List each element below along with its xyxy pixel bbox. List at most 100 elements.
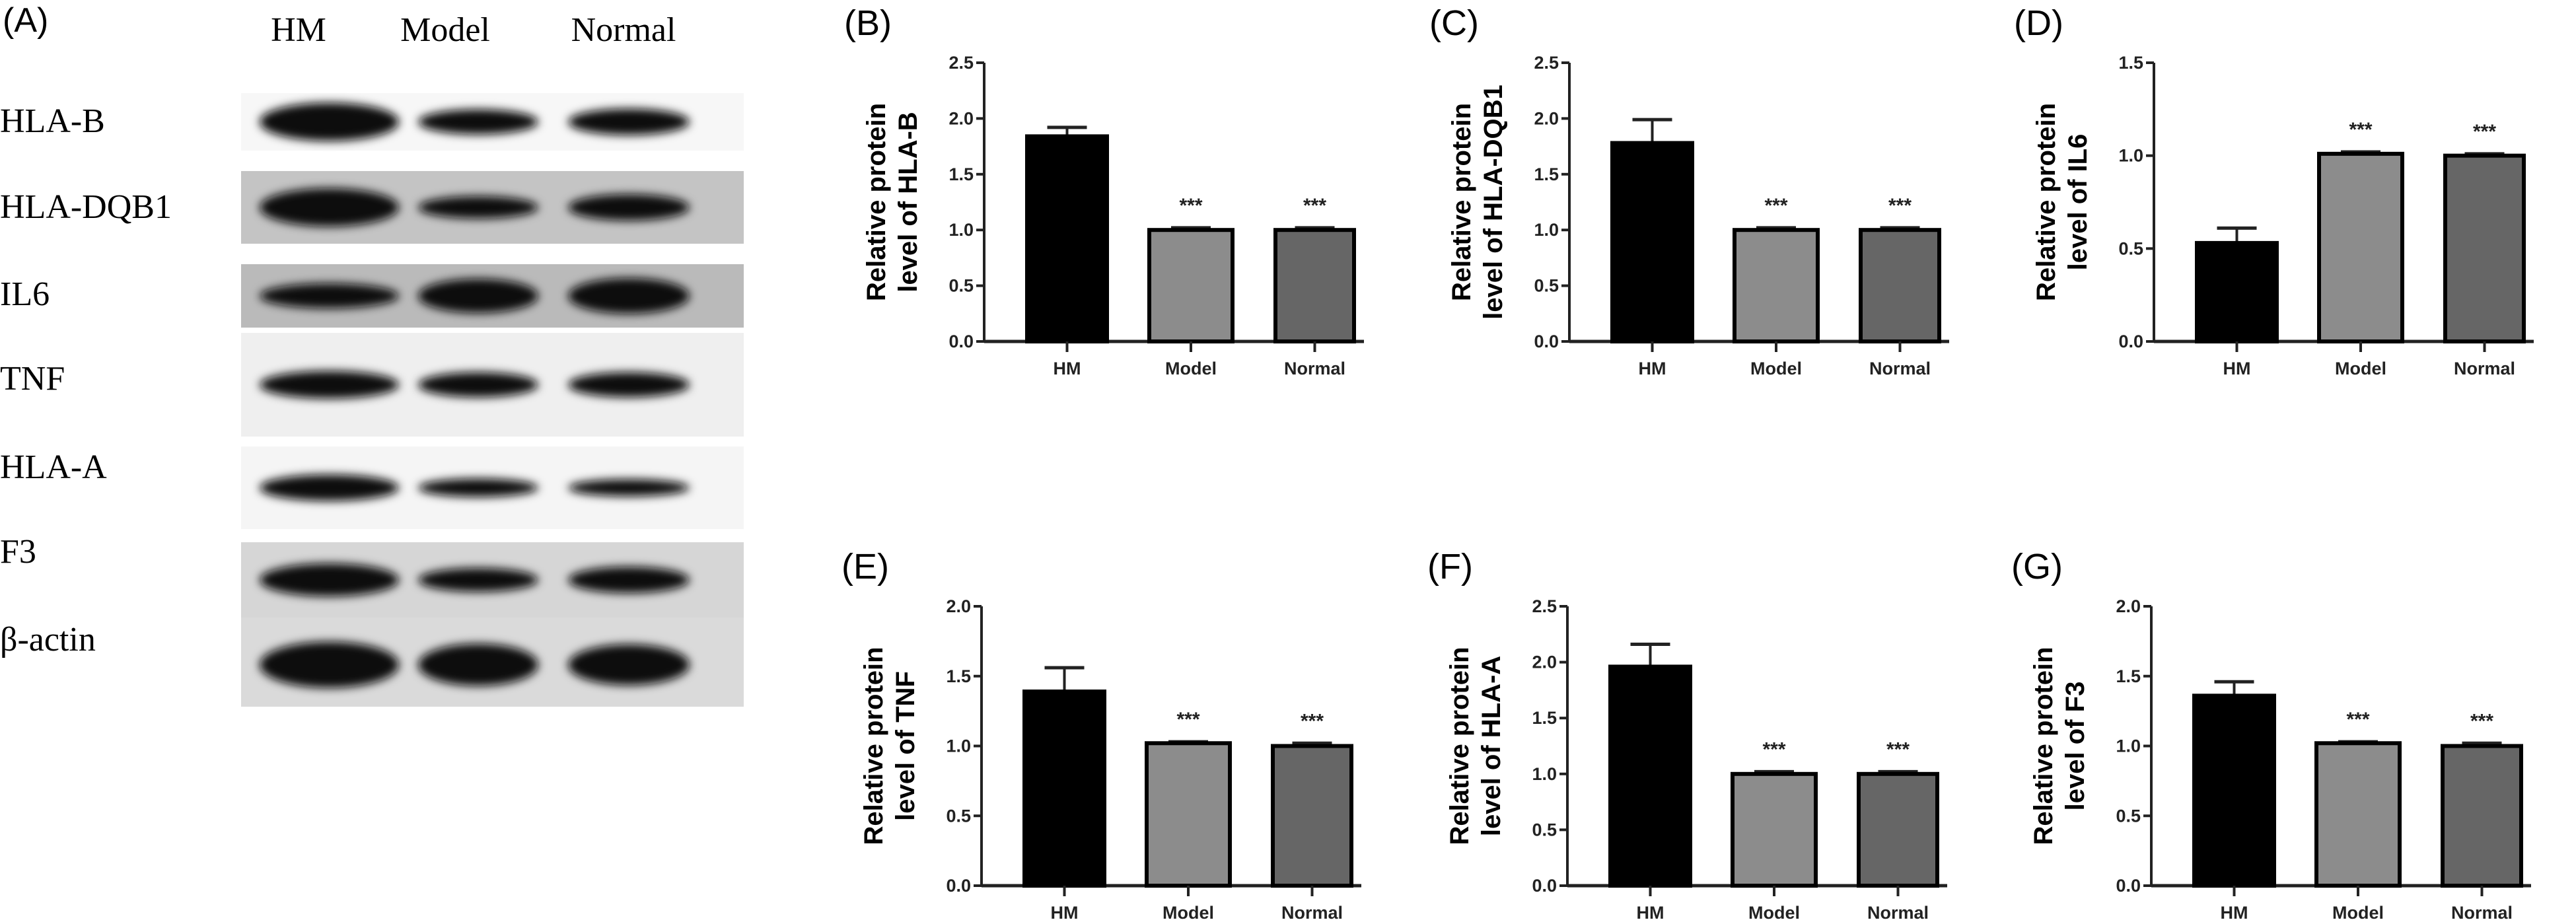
y-axis-label: level of IL6	[2063, 134, 2093, 271]
x-tick-label: Normal	[1281, 903, 1343, 922]
bar-model	[1731, 771, 1818, 888]
blot-row-label: HLA-A	[0, 448, 107, 486]
bar-model	[2317, 151, 2404, 343]
x-tick-label: Model	[2335, 359, 2386, 378]
bar-hm	[1022, 690, 1106, 888]
bar-hm	[1025, 134, 1109, 344]
x-tick-label: Normal	[2451, 903, 2513, 922]
y-axis-label: level of HLA-B	[894, 112, 923, 292]
y-axis-label: Relative protein	[1445, 647, 1474, 845]
protein-band	[418, 643, 538, 686]
significance-label: ***	[1179, 195, 1202, 217]
lane-label-normal: Normal	[571, 11, 676, 49]
blot-row-label: HLA-DQB1	[0, 188, 172, 226]
y-tick-label: 0.0	[2116, 876, 2141, 896]
significance-label: ***	[2349, 119, 2372, 141]
protein-band	[260, 283, 399, 308]
significance-label: ***	[1303, 195, 1326, 217]
protein-band	[568, 644, 690, 686]
bar-hm	[1610, 141, 1694, 343]
y-axis-label: level of TNF	[891, 671, 920, 821]
significance-label: ***	[1176, 709, 1199, 730]
y-axis-label: level of HLA-DQB1	[1479, 85, 1508, 320]
bar-normal	[1859, 228, 1941, 344]
protein-band	[418, 196, 538, 219]
bar-model	[2314, 741, 2402, 888]
y-tick-label: 1.0	[2118, 146, 2143, 166]
significance-label: ***	[2473, 121, 2496, 143]
protein-band	[418, 109, 538, 135]
panel-label-a: (A)	[3, 1, 48, 40]
y-tick-label: 2.0	[1532, 653, 1557, 672]
x-tick-label: Model	[1163, 903, 1214, 922]
y-tick-label: 1.0	[1532, 764, 1557, 784]
x-tick-label: Normal	[1867, 903, 1929, 922]
panel-label: (C)	[1429, 3, 1479, 43]
significance-label: ***	[2470, 710, 2493, 732]
y-tick-label: 2.5	[1534, 53, 1559, 73]
blot-row-label: TNF	[0, 360, 65, 398]
y-tick-label: 2.0	[2116, 596, 2141, 616]
y-axis-label: Relative protein	[2032, 103, 2061, 301]
bar-normal	[2441, 744, 2523, 888]
y-tick-label: 0.0	[948, 332, 974, 351]
y-tick-label: 2.0	[946, 596, 971, 616]
bar-model	[1147, 228, 1234, 344]
protein-band	[568, 108, 690, 135]
protein-band	[418, 372, 538, 398]
y-axis-label: level of F3	[2061, 682, 2090, 811]
significance-label: ***	[1888, 195, 1912, 217]
chart-b: (B) Relative protein level of HLA-B 0.0 0.5 1…	[844, 3, 1364, 378]
chart-c: (C) Relative protein level of HLA-DQB1 0.0 0…	[1429, 3, 1949, 378]
y-tick-label: 1.5	[946, 666, 971, 686]
y-tick-label: 0.5	[2116, 806, 2141, 826]
y-tick-label: 1.0	[948, 220, 974, 240]
protein-band	[568, 372, 690, 398]
blot-row-label: F3	[0, 533, 36, 571]
y-axis-label: Relative protein	[859, 647, 888, 845]
panel-label: (G)	[2011, 547, 2063, 586]
bar-hm	[1608, 664, 1692, 888]
protein-band	[260, 474, 399, 501]
x-tick-label: HM	[1054, 359, 1081, 378]
panel-label: (B)	[844, 3, 892, 43]
y-axis-label: Relative protein	[862, 103, 891, 301]
y-tick-label: 1.5	[948, 164, 974, 184]
protein-band	[260, 563, 399, 596]
protein-band	[568, 479, 690, 497]
x-tick-label: Normal	[2454, 359, 2515, 378]
x-tick-label: HM	[1051, 903, 1079, 922]
bar-normal	[1857, 771, 1939, 888]
y-tick-label: 0.5	[946, 806, 971, 826]
bar-charts: (B)Relative protein level of HLA-B0.00.51…	[841, 3, 2534, 922]
significance-label: ***	[1762, 738, 1785, 760]
chart-e: (E) Relative protein level of TNF 0.0 0.5 1.0…	[841, 547, 1361, 922]
y-tick-label: 2.0	[1534, 108, 1559, 128]
x-tick-label: Model	[1750, 359, 1802, 378]
bar-hm	[2195, 240, 2279, 344]
y-tick-label: 1.5	[1532, 708, 1557, 728]
bar-model	[1733, 228, 1820, 344]
protein-band	[260, 641, 399, 688]
chart-d: (D) Relative protein level of IL6 0.0 0.5 1.0…	[2014, 3, 2534, 378]
y-tick-label: 1.0	[1534, 220, 1559, 240]
y-tick-label: 2.5	[948, 53, 974, 73]
y-tick-label: 2.5	[1532, 596, 1557, 616]
y-tick-label: 1.5	[1534, 164, 1559, 184]
x-tick-label: Normal	[1869, 359, 1931, 378]
protein-band	[260, 102, 399, 141]
blot-row-label: IL6	[0, 275, 50, 313]
x-tick-label: HM	[1639, 359, 1666, 378]
significance-label: ***	[1301, 710, 1324, 732]
protein-band	[260, 371, 399, 399]
bar-hm	[2192, 693, 2276, 888]
lane-label-model: Model	[400, 11, 490, 49]
protein-band	[418, 279, 538, 313]
x-tick-label: Model	[2332, 903, 2384, 922]
y-tick-label: 0.0	[1534, 332, 1559, 351]
y-tick-label: 1.5	[2116, 666, 2141, 686]
y-tick-label: 0.0	[946, 876, 971, 896]
chart-g: (G) Relative protein level of F3 0.0 0.5 1.0 1…	[2011, 547, 2531, 922]
protein-band	[418, 478, 538, 497]
